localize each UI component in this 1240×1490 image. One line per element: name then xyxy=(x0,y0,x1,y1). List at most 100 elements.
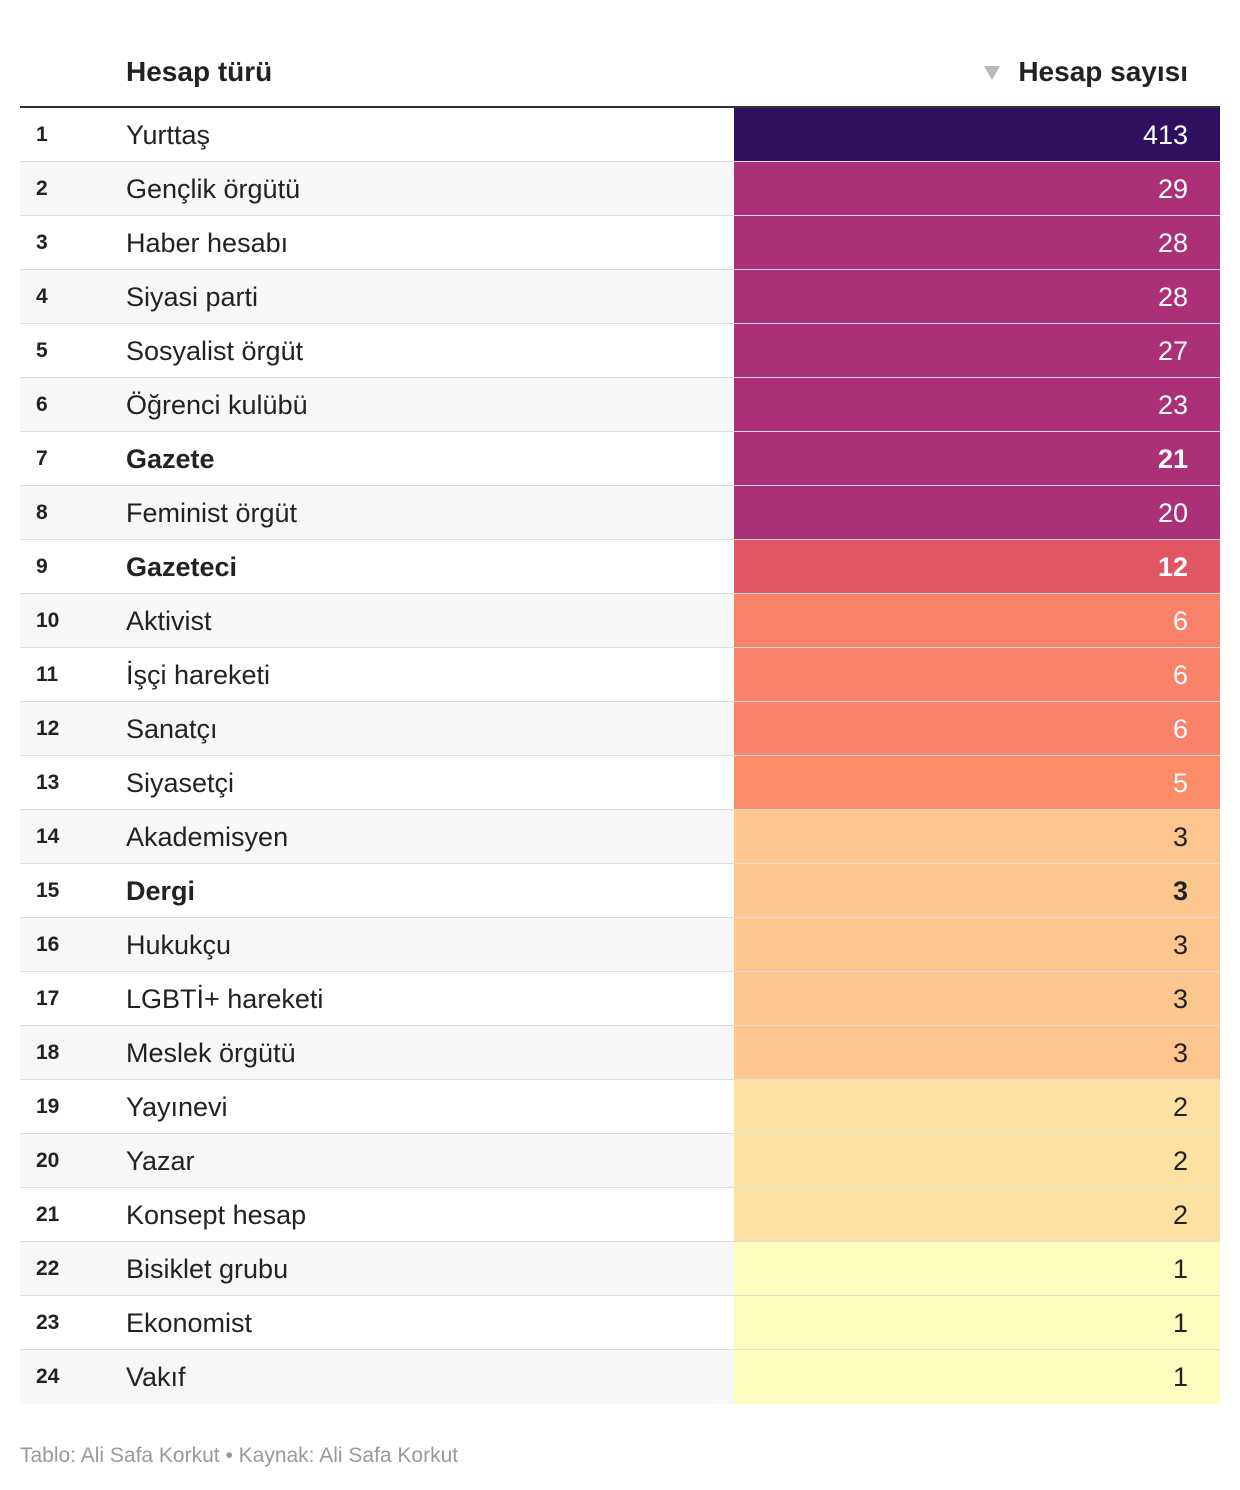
row-rank: 4 xyxy=(36,285,48,308)
table-row: 16 Hukukçu 3 xyxy=(20,918,1220,972)
value-cell: 2 xyxy=(734,1080,1220,1133)
row-label: Gençlik örgütü xyxy=(126,174,301,204)
row-label: Ekonomist xyxy=(126,1308,253,1338)
table-row: 23 Ekonomist 1 xyxy=(20,1296,1220,1350)
value-cell: 21 xyxy=(734,432,1220,485)
row-value: 5 xyxy=(1172,768,1188,798)
row-rank: 24 xyxy=(36,1365,60,1388)
row-label: Hukukçu xyxy=(126,930,232,960)
table-row: 18 Meslek örgütü 3 xyxy=(20,1026,1220,1080)
row-rank: 21 xyxy=(36,1203,60,1226)
row-rank: 9 xyxy=(36,555,48,578)
row-label: Gazete xyxy=(126,444,215,474)
row-rank: 18 xyxy=(36,1041,60,1064)
table-row: 12 Sanatçı 6 xyxy=(20,702,1220,756)
row-rank: 14 xyxy=(36,825,60,848)
row-rank: 8 xyxy=(36,501,48,524)
row-value: 3 xyxy=(1172,930,1188,960)
row-rank: 11 xyxy=(36,663,59,686)
table-body: 1 Yurttaş 413 2 Gençlik örgütü 29 3 Haber hesab… xyxy=(20,108,1220,1404)
row-value: 3 xyxy=(1172,1038,1188,1068)
value-cell: 3 xyxy=(734,918,1220,971)
row-value: 3 xyxy=(1172,822,1188,852)
row-rank: 20 xyxy=(36,1149,60,1172)
table-row: 1 Yurttaş 413 xyxy=(20,108,1220,162)
row-label: Siyasetçi xyxy=(126,768,235,798)
row-rank: 2 xyxy=(36,177,48,200)
row-rank: 23 xyxy=(36,1311,60,1334)
row-label: Gazeteci xyxy=(126,552,238,582)
row-label: Vakıf xyxy=(126,1362,186,1392)
triangle-down-icon[interactable] xyxy=(984,66,1000,80)
row-rank: 12 xyxy=(36,717,60,740)
row-rank: 6 xyxy=(36,393,48,416)
value-cell: 28 xyxy=(734,270,1220,323)
row-label: Sanatçı xyxy=(126,714,218,744)
table-row: 4 Siyasi parti 28 xyxy=(20,270,1220,324)
row-value: 413 xyxy=(1142,120,1188,150)
row-label: Akademisyen xyxy=(126,822,289,852)
row-label: Öğrenci kulübü xyxy=(126,390,308,420)
row-rank: 1 xyxy=(36,123,48,146)
row-rank: 22 xyxy=(36,1257,60,1280)
column-header-count[interactable]: Hesap sayısı xyxy=(1018,56,1188,87)
row-label: Dergi xyxy=(126,876,196,906)
value-cell: 20 xyxy=(734,486,1220,539)
row-label: Bisiklet grubu xyxy=(126,1254,289,1284)
row-value: 2 xyxy=(1172,1146,1188,1176)
row-label: Meslek örgütü xyxy=(126,1038,296,1068)
row-value: 1 xyxy=(1172,1362,1188,1392)
value-cell: 27 xyxy=(734,324,1220,377)
row-label: İşçi hareketi xyxy=(126,660,271,690)
row-value: 6 xyxy=(1172,714,1188,744)
table-row: 14 Akademisyen 3 xyxy=(20,810,1220,864)
source-footer: Tablo: Ali Safa Korkut • Kaynak: Ali Saf… xyxy=(20,1444,459,1467)
row-rank: 5 xyxy=(36,339,48,362)
value-cell: 2 xyxy=(734,1188,1220,1241)
row-value: 23 xyxy=(1157,390,1188,420)
row-value: 12 xyxy=(1157,552,1188,582)
value-cell: 2 xyxy=(734,1134,1220,1187)
table-row: 15 Dergi 3 xyxy=(20,864,1220,918)
row-value: 2 xyxy=(1172,1092,1188,1122)
row-label: Siyasi parti xyxy=(126,282,259,312)
value-cell: 6 xyxy=(734,594,1220,647)
table-row: 10 Aktivist 6 xyxy=(20,594,1220,648)
value-cell: 3 xyxy=(734,864,1220,917)
table-row: 20 Yazar 2 xyxy=(20,1134,1220,1188)
row-rank: 15 xyxy=(36,879,60,902)
row-value: 28 xyxy=(1157,282,1188,312)
row-label: Yazar xyxy=(126,1146,195,1176)
row-rank: 13 xyxy=(36,771,60,794)
value-cell: 28 xyxy=(734,216,1220,269)
data-table: Hesap türü Hesap sayısı 1 Yurttaş 413 2 Genç… xyxy=(20,0,1220,1404)
table-row: 13 Siyasetçi 5 xyxy=(20,756,1220,810)
row-value: 6 xyxy=(1172,660,1188,690)
row-value: 29 xyxy=(1157,174,1188,204)
row-value: 20 xyxy=(1157,498,1188,528)
value-cell: 3 xyxy=(734,1026,1220,1079)
row-value: 28 xyxy=(1157,228,1188,258)
value-cell: 5 xyxy=(734,756,1220,809)
table-row: 11 İşçi hareketi 6 xyxy=(20,648,1220,702)
table-row: 21 Konsept hesap 2 xyxy=(20,1188,1220,1242)
value-cell: 23 xyxy=(734,378,1220,431)
column-header-type[interactable]: Hesap türü xyxy=(126,56,273,87)
row-value: 3 xyxy=(1172,876,1188,906)
table-row: 17 LGBTİ+ hareketi 3 xyxy=(20,972,1220,1026)
value-cell: 12 xyxy=(734,540,1220,593)
row-value: 27 xyxy=(1157,336,1188,366)
row-label: Konsept hesap xyxy=(126,1200,307,1230)
value-cell: 1 xyxy=(734,1242,1220,1295)
row-rank: 17 xyxy=(36,987,60,1010)
row-label: Yurttaş xyxy=(126,120,211,150)
row-value: 3 xyxy=(1172,984,1188,1014)
table-row: 19 Yayınevi 2 xyxy=(20,1080,1220,1134)
row-rank: 3 xyxy=(36,231,48,254)
row-label: Yayınevi xyxy=(126,1092,228,1122)
row-label: Sosyalist örgüt xyxy=(126,336,304,366)
table-row: 3 Haber hesabı 28 xyxy=(20,216,1220,270)
table-row: 7 Gazete 21 xyxy=(20,432,1220,486)
row-label: LGBTİ+ hareketi xyxy=(126,984,324,1014)
value-cell: 1 xyxy=(734,1296,1220,1349)
